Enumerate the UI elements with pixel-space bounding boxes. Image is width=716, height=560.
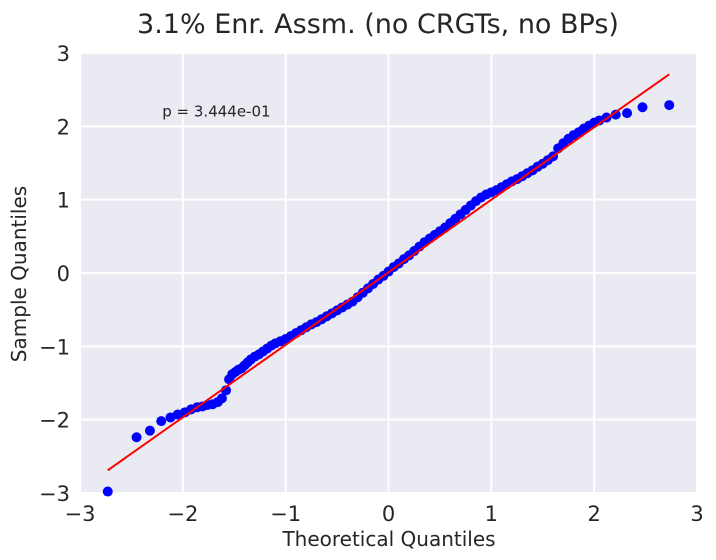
data-point	[622, 108, 633, 119]
x-tick-label: −1	[270, 502, 301, 526]
p-value-annotation: p = 3.444e-01	[162, 103, 270, 121]
data-point	[610, 109, 621, 120]
data-point	[131, 432, 142, 443]
y-tick-label: −1	[39, 335, 70, 359]
x-axis-label: Theoretical Quantiles	[281, 527, 495, 551]
x-tick-label: −3	[65, 502, 96, 526]
y-tick-label: −2	[39, 409, 70, 433]
data-points-layer	[102, 100, 675, 497]
y-tick-labels: −3 −2 −1 0 1 2 3	[39, 42, 70, 506]
data-point	[216, 393, 227, 404]
data-point	[144, 425, 155, 436]
y-tick-label: −3	[39, 482, 70, 506]
x-tick-label: 3	[690, 502, 703, 526]
data-point	[664, 100, 675, 111]
y-tick-label: 3	[57, 42, 70, 66]
data-point	[637, 102, 648, 113]
data-point	[102, 486, 113, 497]
x-tick-label: 2	[587, 502, 600, 526]
chart-title: 3.1% Enr. Assm. (no CRGTs, no BPs)	[137, 9, 619, 40]
y-tick-label: 2	[57, 115, 70, 139]
y-tick-label: 0	[57, 262, 70, 286]
data-point	[156, 416, 167, 427]
x-tick-labels: −3 −2 −1 0 1 2 3	[65, 502, 704, 526]
y-axis-label: Sample Quantiles	[7, 186, 31, 362]
x-tick-label: 0	[382, 502, 395, 526]
reference-line-layer	[107, 73, 670, 472]
y-tick-label: 1	[57, 189, 70, 213]
x-tick-label: −2	[167, 502, 198, 526]
x-tick-label: 1	[485, 502, 498, 526]
reference-line	[107, 73, 670, 472]
